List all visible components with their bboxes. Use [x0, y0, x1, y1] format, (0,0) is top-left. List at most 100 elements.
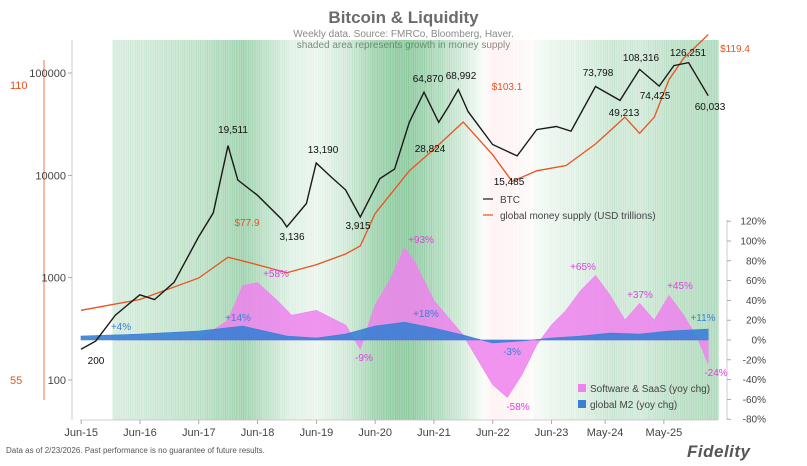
- pct-axis-tick-label: 120%: [740, 217, 766, 228]
- growth-shade-band: [392, 40, 396, 420]
- growth-shade-band: [363, 40, 366, 420]
- chart-subtitle-shading: shaded area represents growth in money s…: [296, 40, 511, 51]
- growth-shade-band: [659, 40, 663, 420]
- growth-shade-band: [551, 40, 554, 420]
- growth-shade-band: [605, 40, 608, 420]
- yoy-annotation: +4%: [111, 322, 131, 333]
- btc-annotation: 73,798: [583, 68, 614, 79]
- growth-shade-band: [252, 40, 256, 420]
- growth-shade-band: [114, 40, 118, 420]
- growth-shade-band: [159, 40, 163, 420]
- growth-shade-band: [691, 40, 694, 420]
- growth-shade-band: [361, 40, 364, 420]
- btc-axis-tick-label: 100: [48, 375, 66, 387]
- growth-shade-band: [388, 40, 391, 420]
- growth-shade-band: [137, 40, 140, 420]
- yoy-annotation: +45%: [667, 281, 693, 292]
- x-axis-tick-label: Jun-17: [182, 427, 216, 439]
- yoy-annotation: -58%: [506, 402, 529, 413]
- growth-shade-band: [487, 40, 491, 420]
- growth-shade-band: [225, 40, 228, 420]
- yoy-annotation: +37%: [627, 290, 653, 301]
- growth-shade-band: [652, 40, 656, 420]
- pct-axis-tick-label: 40%: [746, 296, 766, 307]
- growth-shade-band: [293, 40, 296, 420]
- growth-shade-band: [494, 40, 498, 420]
- yoy-annotation: +14%: [225, 313, 251, 324]
- growth-shade-band: [241, 40, 244, 420]
- growth-shade-band: [542, 40, 545, 420]
- growth-shade-band: [248, 40, 251, 420]
- growth-shade-band: [539, 40, 543, 420]
- btc-annotation: 19,511: [218, 125, 248, 136]
- growth-shade-band: [214, 40, 217, 420]
- growth-shade-band: [646, 40, 649, 420]
- legend-saas-swatch: [578, 384, 586, 392]
- growth-shade-band: [650, 40, 654, 420]
- growth-shade-band: [476, 40, 480, 420]
- growth-shade-band: [603, 40, 606, 420]
- growth-shade-band: [340, 40, 344, 420]
- footnote: Data as of 2/23/2026. Past performance i…: [6, 446, 265, 455]
- growth-shade-band: [311, 40, 314, 420]
- growth-shade-band: [677, 40, 681, 420]
- growth-shade-band: [453, 40, 457, 420]
- growth-shade-band: [329, 40, 333, 420]
- growth-shade-band: [130, 40, 133, 420]
- money-axis-tick-label: 55: [10, 375, 22, 387]
- growth-shade-band: [709, 40, 712, 420]
- growth-shade-band: [440, 40, 443, 420]
- growth-shade-band: [435, 40, 439, 420]
- growth-shade-band: [306, 40, 310, 420]
- growth-shade-band: [689, 40, 692, 420]
- growth-shade-band: [438, 40, 441, 420]
- money-supply-annotation: $77.9: [234, 218, 259, 229]
- growth-shade-band: [469, 40, 473, 420]
- growth-shade-band: [668, 40, 672, 420]
- growth-shade-band: [207, 40, 210, 420]
- btc-axis-tick-label: 100000: [29, 68, 66, 80]
- growth-shade-band: [686, 40, 690, 420]
- growth-shade-band: [164, 40, 167, 420]
- growth-shade-band: [410, 40, 414, 420]
- growth-shade-band: [643, 40, 647, 420]
- btc-annotation: 74,425: [640, 91, 671, 102]
- growth-shade-band: [429, 40, 432, 420]
- money-supply-annotation: $119.4: [720, 44, 750, 55]
- growth-shade-band: [315, 40, 319, 420]
- x-axis-tick-label: Jun-18: [241, 427, 275, 439]
- growth-shade-band: [320, 40, 323, 420]
- growth-shade-band: [483, 40, 486, 420]
- growth-shade-band: [193, 40, 197, 420]
- growth-shade-band: [313, 40, 317, 420]
- growth-shade-band: [444, 40, 448, 420]
- growth-shade-band: [460, 40, 464, 420]
- growth-shade-band: [512, 40, 516, 420]
- growth-shade-band: [173, 40, 176, 420]
- growth-shade-band: [431, 40, 434, 420]
- growth-shade-band: [236, 40, 240, 420]
- growth-shade-band: [338, 40, 342, 420]
- growth-shade-band: [467, 40, 470, 420]
- growth-shade-band: [279, 40, 283, 420]
- growth-shade-band: [300, 40, 303, 420]
- growth-shade-band: [191, 40, 195, 420]
- growth-shade-band: [682, 40, 685, 420]
- growth-shade-band: [639, 40, 642, 420]
- growth-shade-band: [408, 40, 412, 420]
- growth-shade-band: [189, 40, 192, 420]
- growth-shade-band: [229, 40, 233, 420]
- growth-shade-band: [157, 40, 161, 420]
- growth-shade-band: [492, 40, 495, 420]
- growth-shade-band: [272, 40, 276, 420]
- growth-shade-band: [381, 40, 385, 420]
- growth-shade-band: [284, 40, 287, 420]
- growth-shade-band: [449, 40, 452, 420]
- btc-price-line: [80, 61, 709, 350]
- growth-shade-band: [354, 40, 357, 420]
- growth-shade-band: [232, 40, 235, 420]
- growth-shade-band: [456, 40, 459, 420]
- growth-shade-band: [245, 40, 249, 420]
- growth-shade-band: [596, 40, 599, 420]
- growth-shade-band: [673, 40, 676, 420]
